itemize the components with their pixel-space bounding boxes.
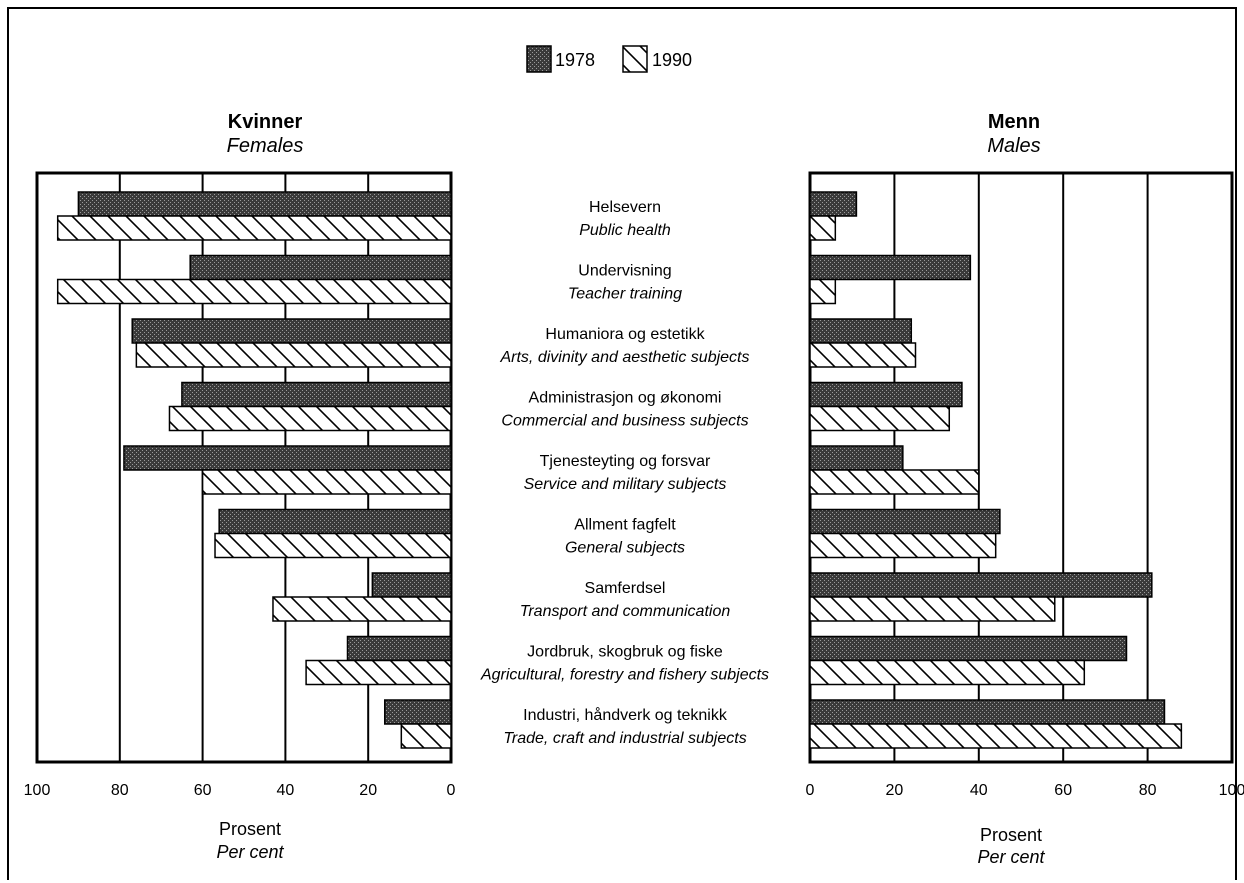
males-bar-1990 xyxy=(809,469,980,495)
females-bar-1978 xyxy=(131,318,452,344)
females-tick-label: 20 xyxy=(359,782,377,799)
category-label: Helsevern xyxy=(589,199,661,216)
females-bar-1990 xyxy=(168,405,452,432)
females-bar-1990 xyxy=(214,532,452,559)
legend: 1978 1990 xyxy=(526,45,692,73)
males-tick-label: 80 xyxy=(1139,782,1157,799)
females-bar-1978 xyxy=(384,699,452,725)
category-label-en: Teacher training xyxy=(568,286,682,303)
females-bar-1990 xyxy=(56,278,452,305)
left-xaxis-title: Prosent xyxy=(219,819,281,839)
males-bar-1978 xyxy=(809,191,858,217)
category-label-en: Commercial and business subjects xyxy=(501,413,748,430)
right-xaxis-title: Prosent xyxy=(980,825,1042,845)
category-label: Allment fagfelt xyxy=(574,517,676,534)
males-tick-label: 100 xyxy=(1219,782,1244,799)
males-tick-label: 0 xyxy=(806,782,815,799)
females-tick-label: 40 xyxy=(277,782,295,799)
males-bar-1990 xyxy=(809,405,951,432)
category-label: Undervisning xyxy=(578,263,671,280)
females-bar-1978 xyxy=(123,445,452,471)
females-tick-label: 0 xyxy=(447,782,456,799)
category-label: Administrasjon og økonomi xyxy=(529,390,722,407)
category-label: Industri, håndverk og teknikk xyxy=(523,706,728,724)
males-bar-1990 xyxy=(809,342,917,368)
females-tick-label: 60 xyxy=(194,782,212,799)
females-bar-1990 xyxy=(135,342,452,368)
legend-swatch-1990 xyxy=(622,45,648,73)
females-bar-1990 xyxy=(201,469,452,495)
category-label-en: Transport and communication xyxy=(520,603,731,620)
right-panel-subtitle: Males xyxy=(987,135,1040,157)
legend-label-1990: 1990 xyxy=(652,50,692,70)
males-bar-1978 xyxy=(809,572,1153,598)
males-tick-label: 40 xyxy=(970,782,988,799)
category-label-en: Trade, craft and industrial subjects xyxy=(503,730,746,747)
males-tick-label: 60 xyxy=(1054,782,1072,799)
left-panel-title: Kvinner xyxy=(228,111,303,133)
males-bar-1990 xyxy=(809,532,997,559)
category-label-en: Service and military subjects xyxy=(524,476,727,493)
category-label-en: General subjects xyxy=(565,540,685,557)
females-bar-1990 xyxy=(272,596,452,622)
males-bar-1978 xyxy=(809,254,972,281)
males-bar-1990 xyxy=(809,723,1183,749)
category-label: Tjenesteyting og forsvar xyxy=(540,453,711,470)
category-label: Jordbruk, skogbruk og fiske xyxy=(527,644,723,661)
females-tick-label: 100 xyxy=(24,782,51,799)
males-bar-1990 xyxy=(809,659,1086,686)
females-tick-label: 80 xyxy=(111,782,129,799)
males-bar-1978 xyxy=(809,635,1128,662)
males-bar-1990 xyxy=(809,278,837,305)
legend-label-1978: 1978 xyxy=(555,50,595,70)
left-xaxis-title-en: Per cent xyxy=(216,842,284,862)
right-panel-title: Menn xyxy=(988,111,1040,133)
males-bar-1978 xyxy=(809,318,913,344)
females-bar-1978 xyxy=(218,508,452,535)
males-bar-1978 xyxy=(809,445,904,471)
category-labels: Helsevern Public health Undervisning Teache… xyxy=(480,199,769,747)
chart-frame xyxy=(7,7,1237,880)
females-bar-1978 xyxy=(346,635,452,662)
females-bar-1978 xyxy=(77,191,452,217)
category-label-en: Public health xyxy=(579,222,671,239)
females-bar-1990 xyxy=(400,723,452,749)
males-panel: 0 20 40 60 80 100 xyxy=(806,171,1244,799)
females-bar-1990 xyxy=(305,659,452,686)
females-bar-1978 xyxy=(181,381,452,408)
right-xaxis-title-en: Per cent xyxy=(977,847,1045,867)
males-bar-1978 xyxy=(809,381,963,408)
females-panel: 0 20 40 60 80 100 xyxy=(24,171,456,799)
category-label-en: Agricultural, forestry and fishery subje… xyxy=(480,667,769,684)
males-bar-1978 xyxy=(809,508,1001,535)
females-bar-1990 xyxy=(56,215,452,241)
category-label: Samferdsel xyxy=(585,580,666,597)
legend-swatch-1978 xyxy=(526,45,552,73)
males-tick-label: 20 xyxy=(886,782,904,799)
males-bar-1978 xyxy=(809,699,1166,725)
females-bar-1978 xyxy=(189,254,452,281)
category-label-en: Arts, divinity and aesthetic subjects xyxy=(499,349,749,366)
left-panel-subtitle: Females xyxy=(227,135,304,157)
females-bar-1978 xyxy=(371,572,452,598)
males-bar-1990 xyxy=(809,215,837,241)
males-bar-1990 xyxy=(809,596,1056,622)
category-label: Humaniora og estetikk xyxy=(545,326,705,343)
